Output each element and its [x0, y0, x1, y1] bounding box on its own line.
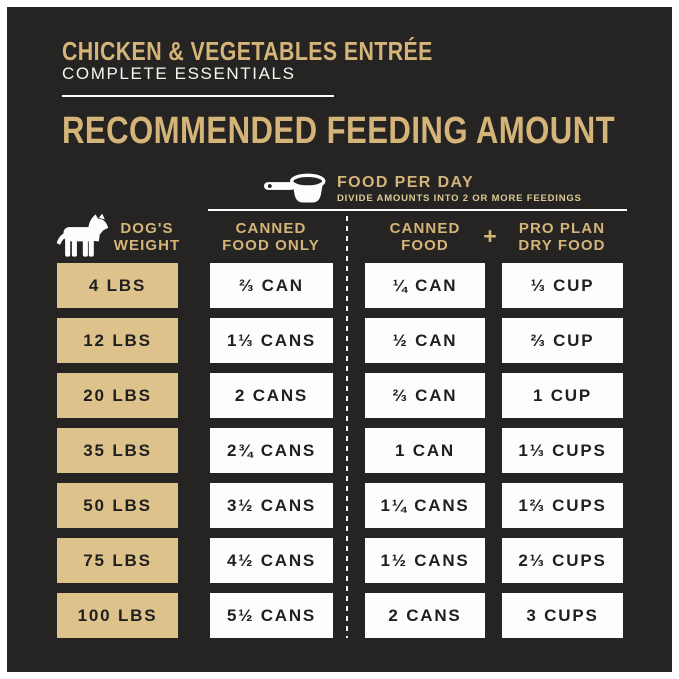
weight-cell: 75 LBS — [57, 538, 178, 583]
table-row: 50 LBS 3½ CANS 1¼ CANS 1⅔ CUPS — [0, 483, 679, 528]
header-divider — [62, 95, 334, 97]
canned-cell: ⅔ CAN — [365, 373, 485, 418]
column-dashed-divider — [346, 216, 348, 638]
weight-cell: 20 LBS — [57, 373, 178, 418]
food-per-day-note: DIVIDE AMOUNTS INTO 2 OR MORE FEEDINGS — [337, 193, 582, 204]
dry-food-cell: ⅓ CUP — [502, 263, 623, 308]
dry-food-cell: 2⅓ CUPS — [502, 538, 623, 583]
canned-only-cell: 5½ CANS — [210, 593, 333, 638]
weight-cell: 35 LBS — [57, 428, 178, 473]
table-row: 12 LBS 1⅓ CANS ½ CAN ⅔ CUP — [0, 318, 679, 363]
weight-cell: 100 LBS — [57, 593, 178, 638]
canned-only-cell: 1⅓ CANS — [210, 318, 333, 363]
canned-only-cell: 4½ CANS — [210, 538, 333, 583]
table-row: 35 LBS 2¾ CANS 1 CAN 1⅓ CUPS — [0, 428, 679, 473]
canned-cell: 1 CAN — [365, 428, 485, 473]
canned-only-cell: 3½ CANS — [210, 483, 333, 528]
measuring-cup-icon — [263, 173, 326, 203]
canned-only-cell: 2¾ CANS — [210, 428, 333, 473]
canned-cell: 1½ CANS — [365, 538, 485, 583]
canned-cell: 1¼ CANS — [365, 483, 485, 528]
dry-food-cell: ⅔ CUP — [502, 318, 623, 363]
table-row: 4 LBS ⅔ CAN ¼ CAN ⅓ CUP — [0, 263, 679, 308]
plus-sign: + — [483, 223, 497, 249]
product-line: COMPLETE ESSENTIALS — [62, 64, 296, 83]
table-row: 75 LBS 4½ CANS 1½ CANS 2⅓ CUPS — [0, 538, 679, 583]
weight-cell: 12 LBS — [57, 318, 178, 363]
table-row: 100 LBS 5½ CANS 2 CANS 3 CUPS — [0, 593, 679, 638]
dry-food-cell: 3 CUPS — [502, 593, 623, 638]
canned-only-cell: 2 CANS — [210, 373, 333, 418]
table-row: 20 LBS 2 CANS ⅔ CAN 1 CUP — [0, 373, 679, 418]
weight-cell: 50 LBS — [57, 483, 178, 528]
column-header-canned-food-only: CANNED FOOD ONLY — [222, 220, 320, 254]
table-top-divider — [208, 209, 627, 211]
table-rows: 4 LBS ⅔ CAN ¼ CAN ⅓ CUP 12 LBS 1⅓ CANS ½… — [0, 263, 679, 648]
dry-food-cell: 1⅔ CUPS — [502, 483, 623, 528]
column-header-pro-plan-dry-food: PRO PLAN DRY FOOD — [518, 220, 606, 254]
page-title: RECOMMENDED FEEDING AMOUNT — [62, 110, 616, 152]
dry-food-cell: 1 CUP — [502, 373, 623, 418]
canned-cell: ¼ CAN — [365, 263, 485, 308]
weight-cell: 4 LBS — [57, 263, 178, 308]
food-per-day-title: FOOD PER DAY — [337, 174, 475, 191]
canned-only-cell: ⅔ CAN — [210, 263, 333, 308]
canned-cell: 2 CANS — [365, 593, 485, 638]
column-header-canned-food: CANNED FOOD — [389, 220, 461, 254]
canned-cell: ½ CAN — [365, 318, 485, 363]
dog-icon — [56, 213, 109, 257]
dry-food-cell: 1⅓ CUPS — [502, 428, 623, 473]
column-header-dogs-weight: DOG'S WEIGHT — [113, 220, 181, 254]
product-name: CHICKEN & VEGETABLES ENTRÉE — [62, 36, 433, 66]
